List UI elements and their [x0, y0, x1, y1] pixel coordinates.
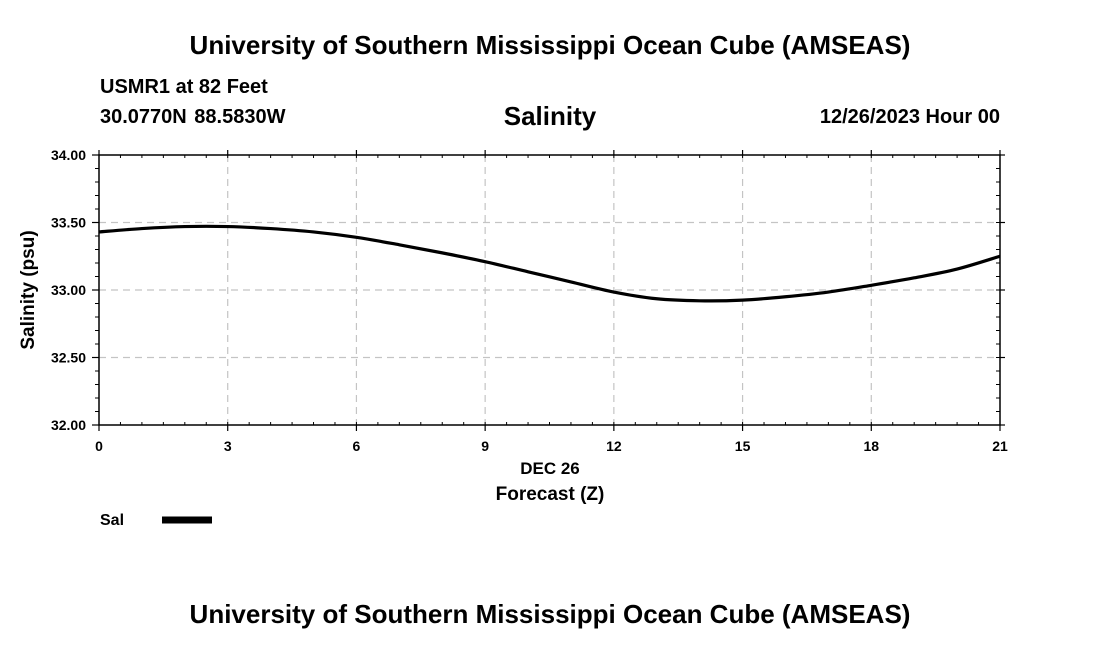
- y-axis: 32.00 32.50 33.00 33.50 34.00: [51, 147, 1005, 433]
- legend-label: Sal: [100, 512, 124, 529]
- y-tick-label: 33.50: [51, 215, 86, 231]
- series-line-sal: [98, 224, 1001, 303]
- x-tick-label: 0: [95, 438, 103, 454]
- legend: Sal: [100, 512, 212, 529]
- y-tick-label: 32.50: [51, 350, 86, 366]
- y-axis-label: Salinity (psu): [18, 230, 39, 349]
- station-label: USMR1 at 82 Feet: [100, 76, 268, 98]
- x-tick-label: 6: [353, 438, 361, 454]
- y-tick-label: 34.00: [51, 147, 86, 163]
- x-tick-label: 12: [606, 438, 622, 454]
- footer-title: University of Southern Mississippi Ocean…: [189, 599, 911, 629]
- x-tick-label: 18: [863, 438, 879, 454]
- x-tick-label: 15: [735, 438, 751, 454]
- series: [98, 224, 1001, 303]
- y-tick-label: 33.00: [51, 282, 86, 298]
- x-axis: 0 3 6 9 12 15 18 21: [95, 150, 1008, 454]
- y-tick-label: 32.00: [51, 417, 86, 433]
- page-title: University of Southern Mississippi Ocean…: [189, 30, 911, 60]
- chart-title: Salinity: [503, 101, 597, 131]
- x-axis-date-label: DEC 26: [520, 459, 580, 478]
- forecast-datetime: 12/26/2023 Hour 00: [819, 106, 1000, 128]
- x-tick-label: 9: [481, 438, 489, 454]
- x-tick-label: 21: [992, 438, 1008, 454]
- grid: [99, 155, 1000, 425]
- x-tick-label: 3: [224, 438, 232, 454]
- x-axis-label: Forecast (Z): [496, 484, 605, 505]
- station-coordinates: 30.0770N 88.5830W: [100, 106, 286, 128]
